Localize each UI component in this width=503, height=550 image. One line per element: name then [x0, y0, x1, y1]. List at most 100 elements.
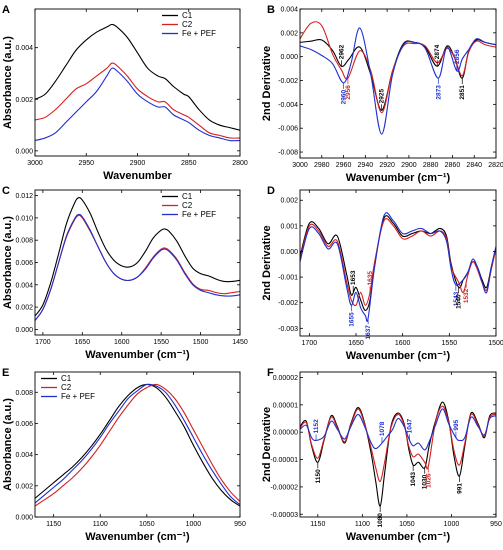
x-tick-label: 950 — [234, 521, 246, 528]
series-line-c1 — [300, 38, 496, 111]
x-tick-label: 2880 — [423, 162, 439, 169]
y-tick-label: 0.000 — [15, 327, 33, 334]
panel-a: A 3000 2950 2900 2850 2800 0.000 0.002 0.004 Wave… — [2, 4, 248, 182]
x-tick-label: 1000 — [444, 521, 460, 528]
x-tick-label: 1150 — [310, 521, 325, 528]
annotation-label: 2925 — [379, 88, 386, 103]
y-tick-label: 0.010 — [15, 215, 33, 222]
x-tick-label: 2920 — [379, 162, 395, 169]
annotation-label: 1543 — [453, 291, 460, 306]
annotation-label: 1653 — [350, 270, 357, 285]
series-line-c2 — [35, 383, 240, 507]
annotation-label: 1655 — [348, 312, 355, 327]
y-tick-label: 0.002 — [15, 305, 33, 312]
annotation-label: 1043 — [410, 472, 417, 487]
x-tick-label: 1450 — [232, 339, 248, 346]
y-tick-label: 0.002 — [280, 30, 298, 37]
y-tick-label: 0.00000 — [273, 430, 298, 437]
x-tick-label: 950 — [490, 521, 502, 528]
annotation-label: 1637 — [365, 325, 372, 340]
y-axis-title: Absorbance (a.u.) — [2, 216, 14, 309]
x-tick-label: 2860 — [445, 162, 461, 169]
legend-label: C2 — [182, 201, 193, 210]
y-tick-label: 0.004 — [15, 45, 33, 52]
y-axis-title: Absorbance (a.u.) — [2, 398, 14, 491]
x-tick-label: 2820 — [488, 162, 503, 169]
plot-frame — [34, 371, 241, 518]
y-tick-label: -0.002 — [278, 300, 298, 307]
plot-frame — [299, 371, 497, 518]
x-tick-label: 1600 — [395, 340, 411, 347]
y-tick-label: -0.002 — [278, 78, 298, 85]
y-tick-label: 0.00001 — [273, 402, 298, 409]
y-axis-title: 2nd Derivative — [261, 407, 273, 482]
x-tick-label: 2900 — [130, 160, 146, 167]
panel-letter: D — [267, 185, 275, 197]
y-tick-label: -0.00001 — [270, 457, 298, 464]
series-line-fe-pef — [35, 67, 240, 142]
y-tick-label: 0.002 — [15, 483, 33, 490]
y-tick-label: 0.000 — [15, 515, 33, 522]
x-tick-label: 2950 — [78, 160, 94, 167]
annotation-label: 1080 — [377, 513, 384, 528]
x-tick-label: 3000 — [27, 160, 43, 167]
legend-label: C1 — [182, 192, 193, 201]
y-tick-label: 0.004 — [15, 282, 33, 289]
y-tick-label: 0.006 — [15, 421, 33, 428]
legend-label: C2 — [182, 20, 193, 29]
x-tick-label: 2980 — [314, 162, 330, 169]
x-tick-label: 3000 — [292, 162, 308, 169]
y-tick-label: -0.008 — [278, 150, 298, 157]
y-tick-label: 0.00002 — [273, 375, 298, 382]
y-tick-label: -0.001 — [278, 275, 298, 282]
annotation-label: 991 — [456, 483, 463, 494]
panel-f: F 1150 1100 1050 1000 950 0.00002 0.00001 0.0000… — [261, 367, 502, 543]
series-line-c2 — [300, 21, 496, 114]
plot-frame — [299, 8, 497, 159]
legend-label: Fe + PEF — [182, 29, 216, 38]
series-line-c2 — [35, 214, 240, 321]
series-line-fe-pef — [300, 27, 496, 135]
x-tick-label: 2940 — [358, 162, 374, 169]
series-line-c1 — [35, 383, 240, 507]
annotation-label: 1026 — [425, 473, 432, 488]
y-tick-label: 0.000 — [15, 148, 33, 155]
x-axis-title: Wavenumber (cm⁻¹) — [346, 531, 451, 543]
plot-frame — [299, 189, 497, 337]
x-tick-label: 1150 — [46, 521, 61, 528]
annotation-label: 2962 — [338, 44, 345, 59]
legend-label: C2 — [61, 383, 72, 392]
annotation-label: 995 — [453, 419, 460, 430]
x-tick-label: 1500 — [193, 339, 209, 346]
panel-letter: B — [267, 4, 275, 16]
y-tick-label: 0.001 — [280, 223, 298, 230]
series-line-fe-pef — [35, 383, 240, 505]
annotation-label: 2874 — [434, 44, 441, 59]
y-tick-label: 0.006 — [15, 260, 33, 267]
series-line-c1 — [35, 23, 240, 131]
annotation-label: 2851 — [459, 85, 466, 100]
x-tick-label: 1700 — [35, 339, 51, 346]
x-tick-label: 1500 — [488, 340, 503, 347]
x-tick-label: 1050 — [139, 521, 155, 528]
annotation-label: 1078 — [379, 421, 386, 436]
y-axis-title: Absorbance (a.u.) — [2, 36, 14, 129]
x-tick-label: 2840 — [466, 162, 482, 169]
annotation-label: 2873 — [435, 85, 442, 100]
annotation-label: 1635 — [367, 271, 374, 286]
y-axis-title: 2nd Derivative — [261, 225, 273, 300]
annotation-label: 1150 — [315, 469, 322, 483]
panel-letter: F — [267, 367, 274, 379]
panel-d: D 1700 1650 1600 1550 1500 0.002 0.001 0.000 -0.0… — [261, 185, 503, 362]
legend-label: C1 — [182, 11, 193, 20]
x-tick-label: 2900 — [401, 162, 417, 169]
panel-letter: A — [2, 4, 10, 16]
y-tick-label: 0.004 — [15, 452, 33, 459]
series-line-c2 — [300, 405, 496, 482]
x-axis-title: Wavenumber — [103, 170, 172, 182]
y-tick-label: 0.012 — [15, 193, 33, 200]
y-tick-label: -0.00003 — [270, 512, 298, 519]
